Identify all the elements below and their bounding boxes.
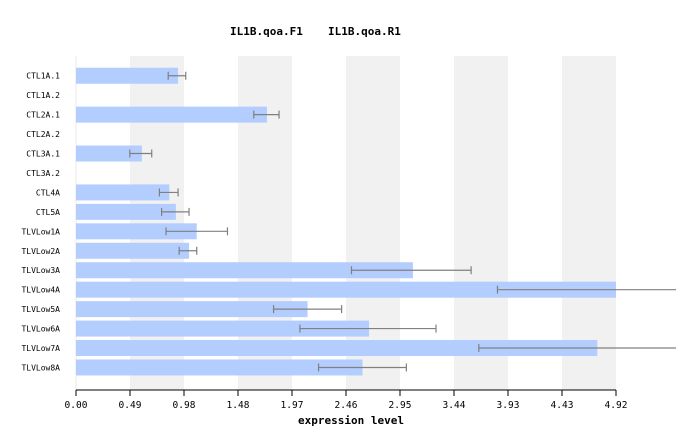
category-label: CTL2A.1: [26, 111, 60, 120]
x-tick-label: 4.43: [551, 400, 574, 411]
category-label: TLVLow6A: [21, 325, 60, 334]
bar-ctl1a.1: [76, 67, 179, 84]
x-tick-label: 0.00: [65, 400, 88, 411]
bar-ctl3a.1: [76, 145, 142, 162]
x-axis: 0.00 0.49 0.98 1.48 1.97 2.46 2.95 3.44 3.93 4.43…: [65, 389, 628, 411]
bar-ctl2a.1: [76, 106, 267, 123]
error-bar-tlvlow4a: [496, 285, 676, 294]
error-bar-tlvlow8a: [317, 363, 407, 372]
error-bar-ctl3a.1: [129, 149, 153, 158]
bar-tlvlow3a: [76, 262, 413, 279]
error-bar-ctl5a: [161, 207, 190, 216]
bar-ctl5a: [76, 203, 176, 220]
x-tick-label: 0.98: [173, 400, 196, 411]
category-label: CTL3A.2: [26, 169, 60, 178]
grid-band: [346, 56, 400, 390]
bar-tlvlow7a: [76, 340, 598, 357]
category-label: CTL2A.2: [26, 130, 60, 139]
x-tick-label: 0.49: [119, 400, 142, 411]
error-bar-tlvlow6a: [299, 324, 437, 333]
category-label: TLVLow7A: [21, 344, 60, 353]
grid-band: [562, 56, 616, 390]
bar-tlvlow5a: [76, 301, 308, 318]
x-tick-label: 3.44: [443, 400, 466, 411]
title-primer-reverse: IL1B.qoa.R1: [328, 25, 401, 38]
error-bar-ctl2a.1: [253, 110, 280, 119]
bar-tlvlow6a: [76, 320, 370, 337]
x-tick-label: 2.95: [389, 400, 412, 411]
bar-ctl4a: [76, 184, 170, 201]
error-bar-ctl4a: [158, 188, 179, 197]
x-axis-label: expression level: [298, 414, 404, 427]
category-label: TLVLow8A: [21, 363, 60, 372]
category-label: CTL3A.1: [26, 150, 60, 159]
bar-tlvlow2a: [76, 242, 190, 259]
error-bar-tlvlow5a: [272, 305, 343, 314]
category-label: CTL4A: [36, 188, 60, 197]
error-bar-tlvlow3a: [350, 266, 472, 275]
error-bar-ctl1a.1: [167, 71, 187, 80]
error-bar-tlvlow1a: [165, 227, 229, 236]
x-tick-label: 4.92: [605, 400, 628, 411]
grid-band: [238, 56, 292, 390]
category-label: CTL1A.2: [26, 91, 60, 100]
x-tick-label: 1.97: [281, 400, 304, 411]
chart-title: IL1B.qoa.F1 IL1B.qoa.R1: [230, 25, 401, 38]
category-label: TLVLow4A: [21, 286, 60, 295]
grid-band: [130, 56, 184, 390]
x-tick-label: 3.93: [497, 400, 520, 411]
category-labels: CTL1A.1 CTL1A.2 CTL2A.1 CTL2A.2 CTL3A.1 CTL3A…: [21, 72, 60, 373]
bar-tlvlow4a: [76, 281, 616, 298]
bars: [76, 67, 616, 376]
title-primer-forward: IL1B.qoa.F1: [230, 25, 303, 38]
category-label: TLVLow1A: [21, 227, 60, 236]
category-label: CTL1A.1: [26, 72, 60, 81]
category-label: TLVLow2A: [21, 247, 60, 256]
x-tick-label: 2.46: [335, 400, 358, 411]
grid-bands: [75, 56, 616, 390]
error-bars: [129, 71, 676, 372]
category-label: CTL5A: [36, 208, 60, 217]
bar-tlvlow8a: [76, 359, 363, 376]
error-bar-tlvlow2a: [178, 246, 198, 255]
error-bar-tlvlow7a: [478, 344, 676, 353]
category-label: TLVLow5A: [21, 305, 60, 314]
category-label: TLVLow3A: [21, 266, 60, 275]
grid-band: [454, 56, 508, 390]
x-tick-label: 1.48: [227, 400, 250, 411]
